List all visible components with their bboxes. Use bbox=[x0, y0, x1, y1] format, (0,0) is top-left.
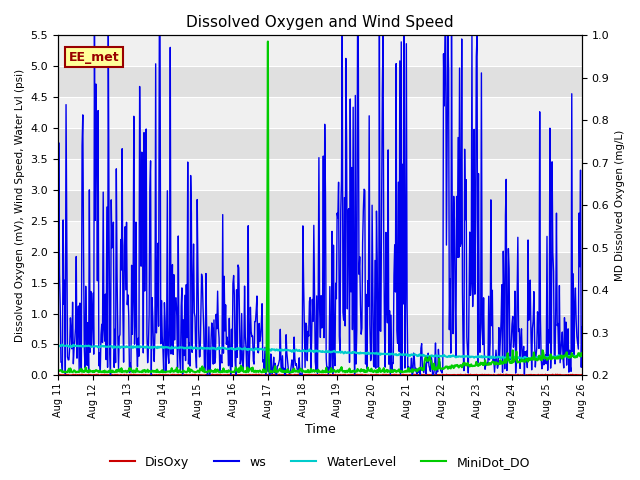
Bar bbox=[58, 159, 582, 190]
Y-axis label: Dissolved Oxygen (mV), Wind Speed, Water Lvl (psi): Dissolved Oxygen (mV), Wind Speed, Water… bbox=[15, 69, 25, 342]
Bar bbox=[58, 190, 582, 221]
Bar bbox=[58, 252, 582, 283]
Bar bbox=[58, 345, 582, 375]
Text: EE_met: EE_met bbox=[68, 50, 119, 64]
Legend: DisOxy, ws, WaterLevel, MiniDot_DO: DisOxy, ws, WaterLevel, MiniDot_DO bbox=[105, 451, 535, 474]
Bar bbox=[58, 128, 582, 159]
Bar bbox=[58, 313, 582, 345]
Title: Dissolved Oxygen and Wind Speed: Dissolved Oxygen and Wind Speed bbox=[186, 15, 454, 30]
Bar bbox=[58, 221, 582, 252]
Y-axis label: MD Dissolved Oxygen (mg/L): MD Dissolved Oxygen (mg/L) bbox=[615, 130, 625, 281]
Bar bbox=[58, 97, 582, 128]
Bar bbox=[58, 66, 582, 97]
Bar bbox=[58, 36, 582, 66]
X-axis label: Time: Time bbox=[305, 423, 335, 436]
Bar bbox=[58, 283, 582, 313]
